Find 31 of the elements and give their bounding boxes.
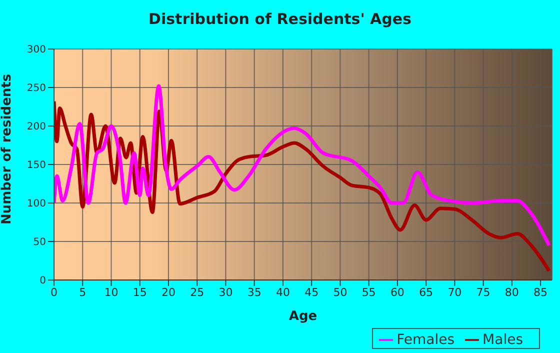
x-tick-label: 10 xyxy=(104,286,118,299)
legend-label: Females xyxy=(396,332,455,348)
line-series xyxy=(54,84,551,248)
x-tick-label: 15 xyxy=(132,286,147,299)
chart-title: Distribution of Residents' Ages xyxy=(148,10,412,28)
y-axis-title: Number of residents xyxy=(0,74,15,224)
x-tick-label: 75 xyxy=(476,286,490,299)
x-tick-label: 55 xyxy=(362,286,376,299)
y-tick-label: 100 xyxy=(26,198,46,210)
x-tick-label: 35 xyxy=(247,286,262,299)
x-tick-label: 80 xyxy=(504,286,519,299)
y-tick-label: 0 xyxy=(40,276,46,287)
y-tick-label: 250 xyxy=(26,83,46,94)
x-tick-label: 60 xyxy=(390,286,404,299)
x-tick-label: 25 xyxy=(190,286,204,299)
x-tick-label: 30 xyxy=(218,286,233,299)
y-tick-label: 50 xyxy=(33,237,46,248)
x-tick-label: 70 xyxy=(448,286,462,299)
y-tick-label: 300 xyxy=(26,44,46,56)
x-tick-label: 85 xyxy=(534,286,548,299)
x-tick-label: 40 xyxy=(276,286,290,299)
y-tick-label: 150 xyxy=(26,160,46,172)
x-tick-label: 45 xyxy=(304,286,319,299)
x-tick-label: 0 xyxy=(50,286,58,299)
x-axis-title: Age xyxy=(288,309,318,324)
x-tick-label: 20 xyxy=(161,286,176,299)
y-tick-label: 200 xyxy=(26,122,46,133)
x-tick-label: 65 xyxy=(419,286,434,299)
legend-label: Males xyxy=(482,332,523,348)
x-tick-label: 5 xyxy=(79,286,86,299)
x-tick-label: 50 xyxy=(333,286,348,299)
